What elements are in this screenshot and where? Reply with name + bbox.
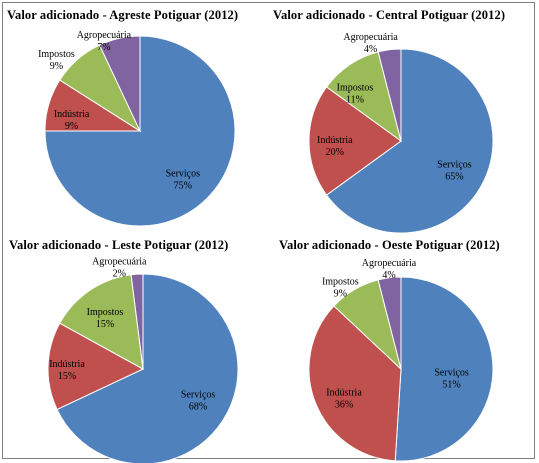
slice-label: Agropecuária [362, 258, 417, 269]
slice-percent-label: 36% [335, 400, 353, 411]
chart-title: Valor adicionado - Central Potiguar (201… [273, 8, 506, 22]
slice-percent-label: 15% [58, 371, 76, 382]
slice-label: Indústria [54, 109, 90, 120]
pie-slice-servios [44, 35, 236, 227]
slice-percent-label: 51% [442, 379, 460, 390]
slice-label: Impostos [322, 276, 359, 287]
slice-label: Agropecuária [92, 257, 147, 268]
slice-label: Serviços [166, 169, 201, 180]
slice-label: Indústria [326, 388, 362, 399]
slice-label: Impostos [87, 307, 124, 318]
slice-percent-label: 11% [346, 94, 364, 105]
slice-label: Serviços [434, 367, 469, 378]
pie-slice-servios [394, 276, 494, 462]
chart-title: Valor adicionado - Oeste Potiguar (2012) [279, 238, 500, 252]
pie-slice-indstria [308, 86, 402, 196]
slice-percent-label: 4% [364, 44, 377, 55]
slice-label: Impostos [337, 82, 374, 93]
pie-slice-servios [56, 273, 239, 463]
slice-label: Indústria [317, 135, 353, 146]
slice-label: Serviços [437, 160, 472, 171]
chart-title: Valor adicionado - Leste Potiguar (2012) [9, 238, 229, 252]
slice-label: Indústria [49, 359, 85, 370]
slice-percent-label: 7% [97, 42, 110, 53]
slice-percent-label: 2% [113, 269, 126, 280]
pie-slice-indstria [308, 305, 402, 462]
slice-percent-label: 20% [326, 147, 344, 158]
slice-percent-label: 65% [445, 172, 463, 183]
pie-slice-servios [325, 48, 494, 234]
pie-slice-agropecuria [377, 48, 402, 142]
pie-slice-indstria [47, 322, 145, 411]
pie-slice-agropecuria [130, 273, 144, 370]
pie-slice-agropecuria [98, 35, 141, 132]
slice-percent-label: 9% [334, 288, 347, 299]
slice-percent-label: 75% [174, 181, 192, 192]
slice-percent-label: 15% [96, 319, 114, 330]
slice-label: Agropecuária [343, 32, 398, 43]
slice-percent-label: 9% [50, 61, 63, 72]
chart-title: Valor adicionado - Agreste Potiguar (201… [7, 8, 239, 22]
slice-label: Serviços [181, 390, 216, 401]
slice-label: Impostos [38, 49, 75, 60]
slice-percent-label: 4% [382, 270, 395, 281]
chart-frame [2, 2, 535, 459]
pie-slice-impostos [59, 274, 144, 370]
slice-label: Agropecuária [77, 30, 132, 41]
pie-slice-agropecuria [377, 276, 402, 370]
slice-percent-label: 9% [65, 121, 78, 132]
slice-percent-label: 68% [189, 402, 207, 413]
